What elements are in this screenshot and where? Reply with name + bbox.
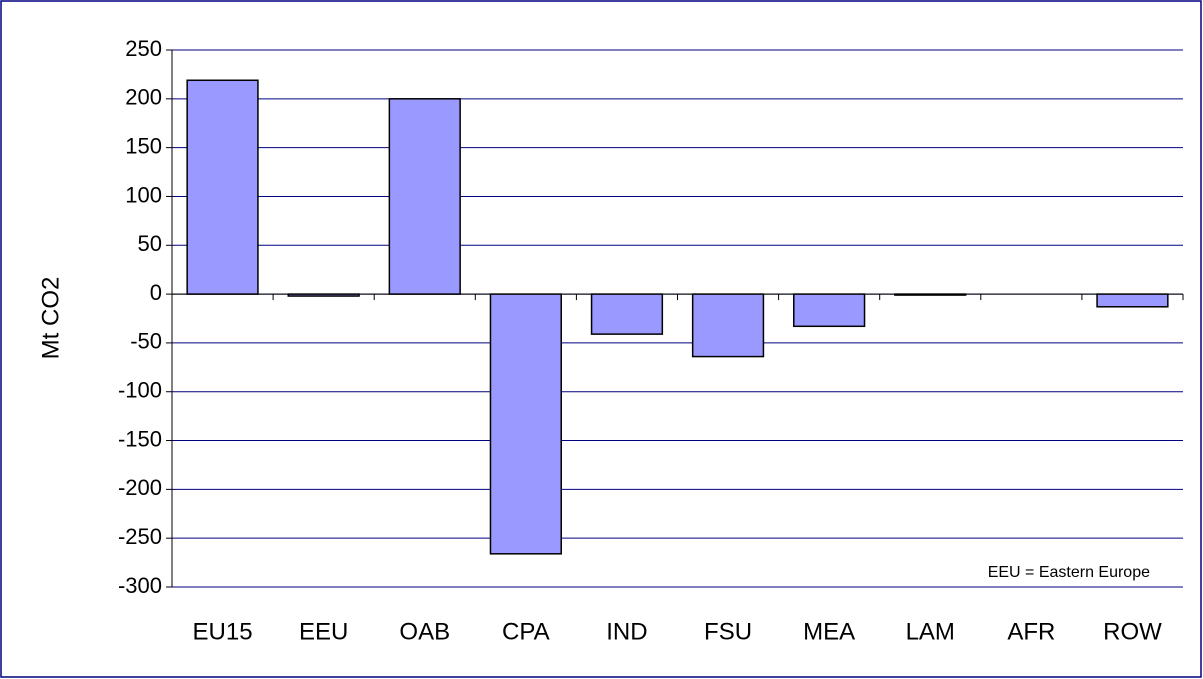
y-tick-label: 150 [125,133,162,158]
x-tick-label: CPA [502,618,550,645]
x-tick-label: EU15 [193,618,253,645]
y-tick-label: -150 [118,426,162,451]
annotation: EEU = Eastern Europe [988,564,1150,581]
y-tick-label: 50 [138,231,162,256]
y-tick-label: -200 [118,475,162,500]
bar [691,293,765,358]
x-tick-label: OAB [399,618,450,645]
x-tick-label: ROW [1103,618,1162,645]
x-tick-label: FSU [704,618,752,645]
y-tick-label: 0 [150,280,162,305]
y-tick-label: 100 [125,182,162,207]
y-tick-label: 250 [125,36,162,61]
y-tick-label: -100 [118,378,162,403]
y-axis-label: Mt CO2 [37,277,64,360]
y-tick-label: -50 [130,329,162,354]
y-tick-label: 200 [125,85,162,110]
y-tick-label: -300 [118,573,162,598]
x-tick-label: IND [606,618,647,645]
bar [287,293,360,297]
x-tick-label: EEU [299,618,348,645]
bar [489,293,562,555]
bar [590,293,664,335]
x-tick-label: AFR [1007,618,1055,645]
x-tick-label: MEA [803,618,855,645]
bar [894,293,967,296]
bar [1096,293,1169,308]
bar [186,79,259,295]
bar [793,293,866,328]
x-tick-label: LAM [906,618,955,645]
y-tick-label: -250 [118,524,162,549]
bar [388,98,461,295]
